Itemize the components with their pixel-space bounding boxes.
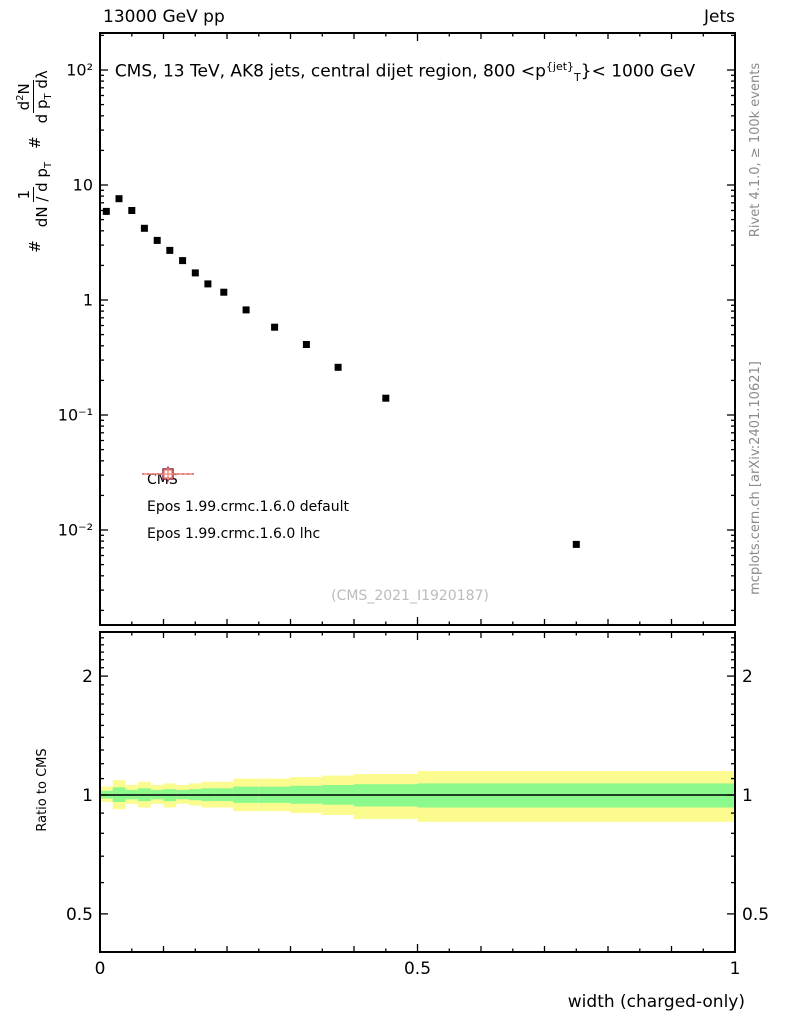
ratio-plot-frame	[99, 631, 736, 953]
svg-text:1: 1	[83, 291, 93, 310]
hash-glyph: #	[26, 240, 44, 253]
main-y-axis-label: # 1 dN / d pT # d2N d pT dλ	[3, 20, 67, 300]
ylabel-fraction-2: d2N d pT dλ	[15, 70, 55, 124]
analysis-id-watermark: (CMS_2021_I1920187)	[331, 588, 489, 604]
epos-lhc-marker-icon	[142, 468, 194, 480]
svg-text:2: 2	[82, 667, 93, 687]
svg-text:1: 1	[742, 786, 753, 806]
data-point	[102, 207, 110, 215]
plot-title: CMS, 13 TeV, AK8 jets, central dijet reg…	[55, 60, 755, 84]
data-point	[271, 323, 279, 331]
mcplots-credit-text: mcplots.cern.ch [arXiv:2401.10621]	[748, 361, 763, 595]
plot-title-text: CMS, 13 TeV, AK8 jets, central dijet reg…	[114, 61, 546, 82]
svg-text:1: 1	[82, 786, 93, 806]
legend-item-epos-lhc: Epos 1.99.crmc.1.6.0 lhc	[140, 468, 349, 547]
rivet-version-text: Rivet 4.1.0, ≥ 100k events	[748, 62, 763, 238]
header-analysis-group: Jets	[704, 7, 735, 27]
data-point	[220, 288, 228, 296]
ratio-y-axis-label: Ratio to CMS	[35, 748, 50, 832]
data-point	[572, 540, 580, 548]
main-plot-frame	[99, 32, 736, 626]
svg-text:1: 1	[730, 959, 741, 979]
data-point	[242, 306, 250, 314]
svg-text:10⁻¹: 10⁻¹	[58, 406, 93, 425]
svg-text:10: 10	[73, 176, 93, 195]
svg-text:0.5: 0.5	[742, 905, 769, 925]
x-axis-label: width (charged-only)	[567, 992, 745, 1012]
data-point	[115, 195, 123, 203]
svg-text:0: 0	[95, 959, 106, 979]
data-point	[166, 246, 174, 254]
data-point	[302, 341, 310, 348]
data-point	[191, 269, 199, 277]
legend: CMS Epos 1.99.crmc.1.6.0 default Epos 1.…	[140, 466, 349, 547]
legend-label: Epos 1.99.crmc.1.6.0 lhc	[147, 525, 321, 542]
data-point	[179, 257, 187, 265]
header-beam-energy: 13000 GeV pp	[103, 7, 225, 27]
svg-text:10²: 10²	[66, 61, 93, 80]
hash-glyph: #	[26, 136, 44, 149]
data-point	[153, 236, 161, 244]
data-point	[204, 280, 212, 288]
svg-text:0.5: 0.5	[66, 905, 93, 925]
data-point	[128, 207, 136, 214]
ylabel-fraction-1: 1 dN / d pT	[14, 161, 54, 228]
plot-title-subscript: T	[574, 71, 581, 85]
svg-text:2: 2	[742, 667, 753, 687]
data-point	[334, 363, 342, 371]
data-point	[382, 394, 390, 402]
cms-data-points	[102, 195, 580, 548]
plot-title-tail: }< 1000 GeV	[580, 61, 696, 82]
svg-text:10⁻²: 10⁻²	[58, 521, 93, 540]
data-point	[140, 224, 148, 232]
svg-text:0.5: 0.5	[404, 959, 431, 979]
legend-item-epos-default: Epos 1.99.crmc.1.6.0 default	[140, 466, 349, 520]
legend-label: Epos 1.99.crmc.1.6.0 default	[147, 498, 349, 515]
plot-title-superscript: {jet}	[545, 60, 575, 73]
